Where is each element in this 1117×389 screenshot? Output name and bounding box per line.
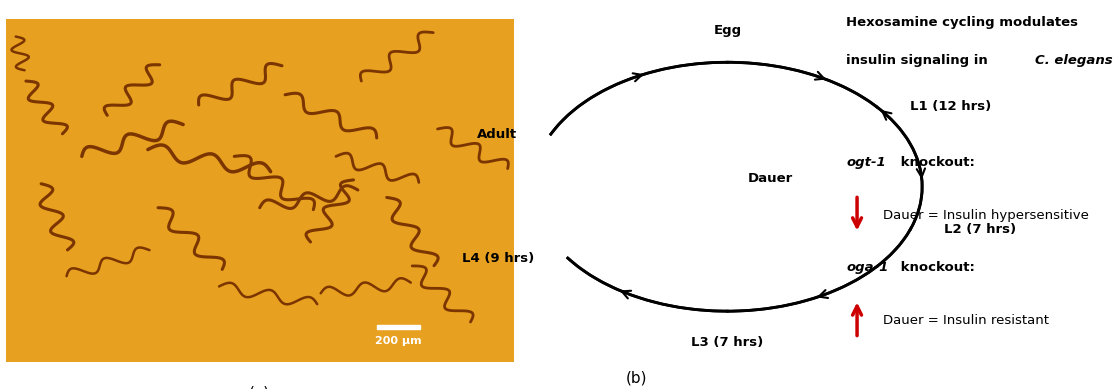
Text: Egg: Egg: [714, 24, 742, 37]
Bar: [376, 325, 420, 329]
Text: (a): (a): [249, 386, 270, 389]
Text: C. elegans: C. elegans: [1034, 54, 1113, 67]
Text: knockout:: knockout:: [896, 261, 975, 273]
Text: (b): (b): [626, 370, 647, 385]
Text: oga-1: oga-1: [846, 261, 888, 273]
Text: Dauer = Insulin resistant: Dauer = Insulin resistant: [882, 314, 1049, 328]
Text: Adult: Adult: [477, 128, 517, 140]
Text: Dauer = Insulin hypersensitive: Dauer = Insulin hypersensitive: [882, 209, 1088, 223]
Text: Hexosamine cycling modulates: Hexosamine cycling modulates: [846, 16, 1078, 28]
Text: L3 (7 hrs): L3 (7 hrs): [691, 336, 764, 349]
Text: insulin signaling in: insulin signaling in: [846, 54, 993, 67]
Text: Dauer: Dauer: [747, 172, 793, 186]
Text: L2 (7 hrs): L2 (7 hrs): [944, 223, 1016, 236]
Text: ogt-1: ogt-1: [846, 156, 886, 168]
Text: 200 μm: 200 μm: [375, 336, 422, 346]
Text: L1 (12 hrs): L1 (12 hrs): [910, 100, 992, 113]
Text: L4 (9 hrs): L4 (9 hrs): [462, 252, 534, 265]
Text: knockout:: knockout:: [896, 156, 975, 168]
